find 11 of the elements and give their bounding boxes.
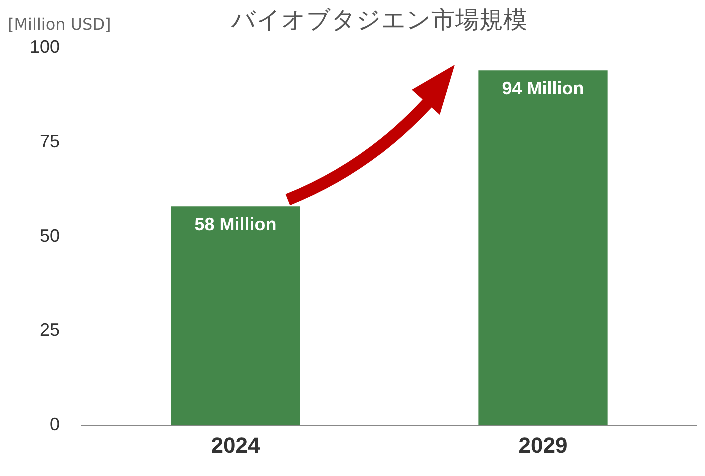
y-tick-label: 0 — [50, 414, 60, 435]
y-axis-title: [Million USD] — [8, 15, 112, 34]
data-label: 58 Million — [194, 214, 277, 235]
y-tick-label: 75 — [40, 131, 60, 152]
x-tick-label: 2029 — [518, 432, 568, 458]
y-tick-label: 25 — [40, 320, 60, 340]
chart-title: バイオブタジエン市場規模 — [230, 6, 528, 34]
x-tick-label: 2024 — [211, 432, 262, 458]
y-tick-label: 100 — [30, 36, 60, 57]
data-label: 94 Million — [502, 78, 584, 99]
y-tick-label: 50 — [40, 226, 60, 246]
